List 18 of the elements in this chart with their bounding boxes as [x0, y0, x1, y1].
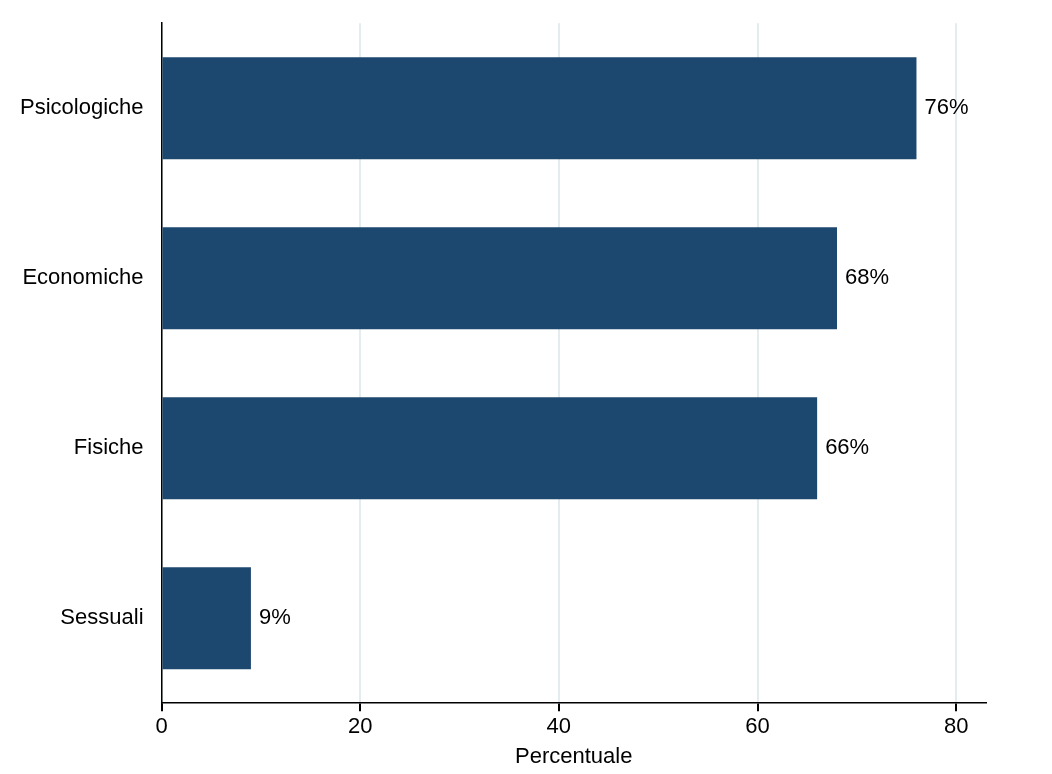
data-label: 76%: [924, 94, 969, 120]
data-label: 66%: [825, 434, 870, 460]
x-tick-label: 60: [745, 713, 770, 739]
bar: [162, 567, 251, 670]
y-tick-label: Psicologiche: [20, 94, 144, 120]
x-tick-label: 80: [943, 713, 969, 739]
y-tick-label: Sessuali: [60, 604, 144, 630]
x-axis-title: Percentuale: [515, 742, 633, 768]
x-tick-label: 0: [155, 713, 168, 739]
x-tick-label: 40: [546, 713, 572, 739]
bar: [162, 227, 837, 330]
y-tick-label: Fisiche: [73, 434, 144, 460]
x-tick-label: 20: [347, 713, 373, 739]
bar: [162, 57, 917, 160]
y-tick-label: Economiche: [22, 264, 144, 290]
data-label: 68%: [845, 264, 890, 290]
bar: [162, 397, 818, 500]
data-label: 9%: [258, 604, 291, 630]
